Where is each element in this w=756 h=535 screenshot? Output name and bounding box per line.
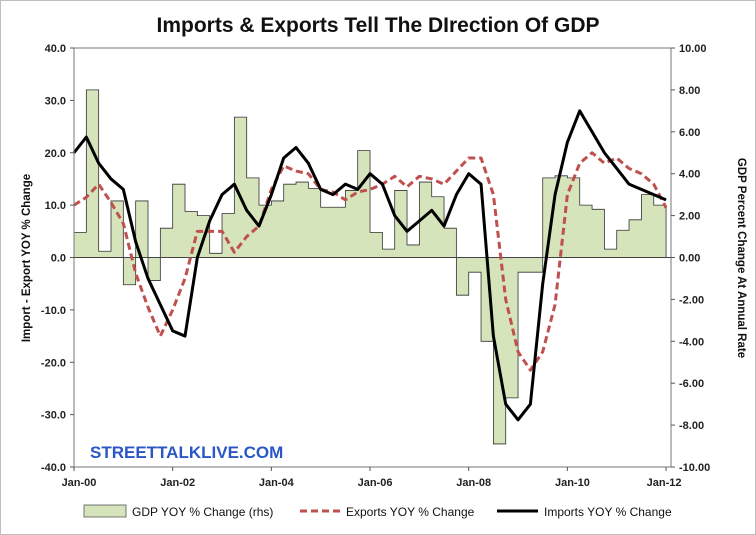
x-tick-label: Jan-06 bbox=[358, 477, 393, 489]
right-tick-label: 4.00 bbox=[679, 169, 700, 181]
left-tick-label: -40.0 bbox=[41, 462, 66, 474]
chart-title: Imports & Exports Tell The DIrection Of … bbox=[157, 14, 600, 37]
left-tick-label: 0.0 bbox=[51, 253, 66, 265]
x-tick-label: Jan-04 bbox=[259, 477, 295, 489]
x-tick-label: Jan-00 bbox=[62, 477, 97, 489]
right-tick-label: -2.00 bbox=[679, 294, 704, 306]
left-tick-label: -20.0 bbox=[41, 357, 66, 369]
legend: GDP YOY % Change (rhs) Exports YOY % Cha… bbox=[83, 504, 672, 519]
right-tick-label: 10.00 bbox=[679, 43, 707, 55]
right-tick-label: 8.00 bbox=[679, 85, 700, 97]
imports-line-series bbox=[72, 109, 667, 422]
exports-line-series bbox=[73, 151, 668, 372]
left-tick-label: -30.0 bbox=[41, 410, 66, 422]
right-tick-label: -6.00 bbox=[679, 378, 704, 390]
x-tick-label: Jan-02 bbox=[160, 477, 195, 489]
left-tick-label: -10.0 bbox=[41, 305, 66, 317]
right-tick-label: -10.00 bbox=[679, 462, 710, 474]
legend-label-exports: Exports YOY % Change bbox=[346, 505, 475, 519]
x-tick-label: Jan-08 bbox=[456, 477, 491, 489]
left-tick-label: 10.0 bbox=[45, 200, 66, 212]
x-tick-label: Jan-10 bbox=[555, 477, 590, 489]
legend-label-imports: Imports YOY % Change bbox=[544, 505, 672, 519]
right-tick-label: 0.00 bbox=[679, 253, 700, 265]
legend-swatch-gdp bbox=[83, 504, 127, 518]
right-tick-label: -4.00 bbox=[679, 336, 704, 348]
left-axis-label: Import - Export YOY % Change bbox=[21, 174, 33, 342]
right-tick-label: 6.00 bbox=[679, 127, 700, 139]
left-tick-label: 40.0 bbox=[45, 43, 66, 55]
left-tick-label: 30.0 bbox=[45, 95, 66, 107]
watermark-text: STREETTALKLIVE.COM bbox=[90, 443, 283, 462]
right-axis-label: GDP Percent Change At Annual Rate bbox=[735, 158, 747, 358]
right-tick-label: 2.00 bbox=[679, 211, 700, 223]
x-tick-label: Jan-12 bbox=[647, 477, 682, 489]
right-tick-label: -8.00 bbox=[679, 420, 704, 432]
legend-label-gdp: GDP YOY % Change (rhs) bbox=[132, 505, 273, 519]
gdp-area-series bbox=[73, 89, 671, 445]
left-tick-label: 20.0 bbox=[45, 148, 66, 160]
